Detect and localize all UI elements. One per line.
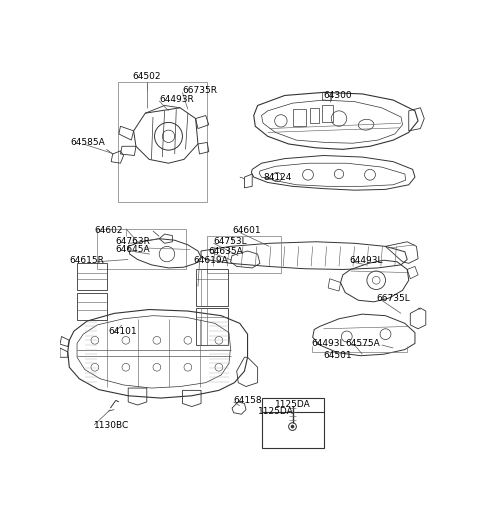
Text: 64635A: 64635A xyxy=(209,247,243,256)
Text: 66735R: 66735R xyxy=(182,86,217,95)
Bar xyxy=(262,398,324,448)
Bar xyxy=(207,236,281,272)
Text: 64502: 64502 xyxy=(132,73,161,82)
Text: 64585A: 64585A xyxy=(71,138,106,147)
Bar xyxy=(77,264,107,290)
Text: 64493L: 64493L xyxy=(350,256,384,265)
Text: 64615R: 64615R xyxy=(69,256,104,265)
Text: 66735L: 66735L xyxy=(376,294,410,304)
Bar xyxy=(310,108,319,123)
Text: 1125DA: 1125DA xyxy=(258,407,293,416)
Bar xyxy=(292,109,306,126)
Circle shape xyxy=(291,425,294,428)
Text: 64763R: 64763R xyxy=(116,237,151,246)
Text: 64645A: 64645A xyxy=(116,245,150,254)
Text: 64300: 64300 xyxy=(324,91,352,100)
Text: 64753L: 64753L xyxy=(214,237,247,246)
Text: 1130BC: 1130BC xyxy=(94,420,129,430)
Text: 64575A: 64575A xyxy=(345,339,380,348)
Bar xyxy=(196,269,228,307)
Bar xyxy=(322,106,333,123)
Bar xyxy=(322,93,331,100)
Bar xyxy=(77,292,107,319)
Text: 64601: 64601 xyxy=(232,227,261,236)
Text: 64158: 64158 xyxy=(234,396,262,405)
Text: 84124: 84124 xyxy=(263,173,291,181)
Bar xyxy=(97,229,186,269)
Text: 64501: 64501 xyxy=(324,351,352,360)
Text: 64493R: 64493R xyxy=(159,95,194,104)
Bar xyxy=(118,83,207,201)
Text: 64101: 64101 xyxy=(108,327,137,336)
Text: 64493L: 64493L xyxy=(311,339,345,348)
Text: 64619A: 64619A xyxy=(193,256,228,265)
Text: 1125DA: 1125DA xyxy=(275,400,311,410)
Bar xyxy=(196,308,228,345)
Text: 64602: 64602 xyxy=(94,227,122,236)
